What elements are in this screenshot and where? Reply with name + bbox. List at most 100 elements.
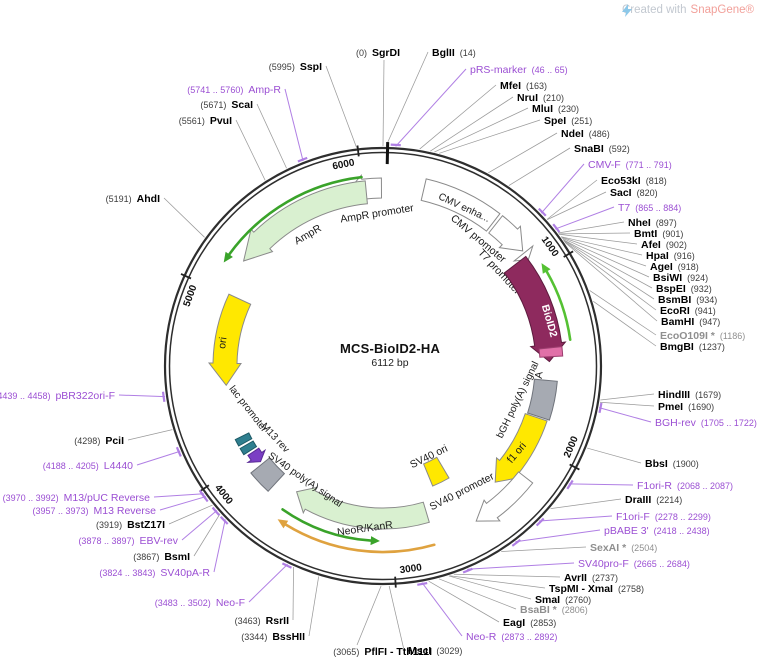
tick-label-2000: 2000 bbox=[562, 434, 581, 459]
primer-mark-15 bbox=[161, 391, 166, 402]
site-label-AhdI: (5191) AhdI bbox=[106, 193, 160, 205]
site-label-SspI: (5995) SspI bbox=[269, 61, 322, 73]
leader-Eco53kI bbox=[546, 179, 598, 220]
leader-EagI bbox=[428, 580, 500, 623]
leader-MfeI bbox=[419, 84, 497, 150]
site-label-MluI: MluI (230) bbox=[532, 103, 579, 115]
site-label-BbsI: BbsI (1900) bbox=[645, 458, 699, 470]
feature-cmv-promoter bbox=[488, 214, 524, 252]
leader-BGH-rev bbox=[598, 407, 652, 423]
site-label-Neo-F: (3483 .. 3502) Neo-F bbox=[155, 597, 245, 609]
site-label-AgeI: AgeI (918) bbox=[650, 261, 699, 273]
site-label-BsmBI: BsmBI (934) bbox=[658, 294, 717, 306]
feature-neor-kanr bbox=[295, 486, 430, 530]
site-label-Eco53kI: Eco53kI (818) bbox=[601, 175, 667, 187]
orf-neo-orange-head bbox=[277, 519, 289, 529]
site-label-SV40pA-R: (3824 .. 3843) SV40pA-R bbox=[99, 567, 210, 579]
primer-mark-1 bbox=[538, 207, 547, 217]
leader-ScaI bbox=[256, 103, 287, 169]
leader-CMV-F bbox=[540, 163, 585, 214]
leader-BmtI bbox=[558, 232, 631, 235]
feature-bgh-polya bbox=[526, 378, 558, 421]
site-label-BglII: BglII (14) bbox=[432, 47, 476, 59]
leader-NdeI bbox=[488, 132, 558, 174]
site-label-BmgBI: BmgBI (1237) bbox=[660, 341, 725, 353]
leader-BsmBI bbox=[563, 239, 655, 300]
site-label-PmeI: PmeI (1690) bbox=[658, 401, 714, 413]
leader-TspMI-XmaI bbox=[449, 575, 546, 589]
leader-HindIII bbox=[600, 393, 655, 401]
site-label-NruI: NruI (210) bbox=[517, 92, 564, 104]
primer-mark-9 bbox=[281, 562, 292, 569]
primer-mark-2 bbox=[552, 223, 561, 233]
site-label-pBR322ori-F: (4439 .. 4458) pBR322ori-F bbox=[0, 390, 115, 402]
tick-2000 bbox=[569, 463, 580, 471]
site-label-M13-pUC-Reverse: (3970 .. 3992) M13/pUC Reverse bbox=[3, 492, 151, 504]
leader-SexAI- bbox=[501, 546, 587, 552]
watermark-text: Created with bbox=[621, 4, 687, 16]
orf-ampr-head bbox=[223, 251, 233, 263]
feature-bioid2 bbox=[503, 255, 567, 363]
leader-AgeI bbox=[561, 236, 647, 267]
site-label-F1ori-R: F1ori-R (2068 .. 2087) bbox=[637, 480, 733, 492]
leader-BssHII bbox=[308, 576, 320, 637]
leader-PciI bbox=[127, 429, 173, 441]
leader-BspEI bbox=[562, 239, 653, 289]
leader-pRS-marker bbox=[395, 68, 467, 147]
site-label-AvrII: AvrII (2737) bbox=[564, 572, 618, 584]
primer-mark-6 bbox=[511, 538, 521, 547]
orf-neo-green-head bbox=[370, 536, 380, 546]
leader-DraIII bbox=[550, 498, 622, 509]
leader-BglII bbox=[385, 51, 429, 147]
leader-AhdI bbox=[163, 197, 205, 238]
site-label-BstZ17I: (3919) BstZ17I bbox=[96, 519, 165, 531]
site-label-HindIII: HindIII (1679) bbox=[658, 389, 721, 401]
tick-label-4000: 4000 bbox=[212, 483, 235, 508]
plasmid-name: MCS-BioID2-HA bbox=[339, 341, 441, 356]
site-label-L4440: (4188 .. 4205) L4440 bbox=[43, 460, 133, 472]
leader-Neo-F bbox=[248, 563, 288, 603]
site-label-MfeI: MfeI (163) bbox=[500, 80, 547, 92]
orf-ampr bbox=[228, 175, 363, 256]
leader-PmeI bbox=[599, 401, 655, 407]
tick-6000 bbox=[356, 145, 360, 157]
site-label-RsrII: (3463) RsrII bbox=[235, 615, 289, 627]
site-label-M13-Reverse: (3957 .. 3973) M13 Reverse bbox=[33, 505, 157, 517]
leader-L4440 bbox=[136, 450, 181, 466]
tick-label-3000: 3000 bbox=[399, 562, 423, 576]
primer-mark-0 bbox=[390, 143, 401, 147]
leader-EBV-rev bbox=[181, 509, 218, 541]
leader-BamHI bbox=[564, 242, 658, 322]
plasmid-title: MCS-BioID2-HA 6112 bp bbox=[310, 341, 470, 369]
feature-lac-promoter-a bbox=[239, 440, 258, 456]
leader-M13-pUC-Reverse bbox=[153, 493, 204, 498]
site-label-HpaI: HpaI (916) bbox=[646, 250, 695, 262]
feature-label-ori: ori bbox=[216, 336, 230, 349]
snapgene-bolt-icon bbox=[621, 4, 632, 17]
leader-BsiWI bbox=[561, 237, 650, 278]
site-label-BsmI: (3867) BsmI bbox=[133, 551, 190, 563]
site-label-PvuI: (5561) PvuI bbox=[179, 115, 232, 127]
primer-mark-3 bbox=[598, 402, 603, 414]
leader-NruI bbox=[430, 96, 514, 152]
site-label-ScaI: (5671) ScaI bbox=[200, 99, 253, 111]
feature-ha-tag bbox=[538, 346, 564, 358]
feature-lac-promoter-b bbox=[234, 432, 253, 447]
leader-BsmI bbox=[193, 513, 221, 557]
leader-M13-Reverse bbox=[159, 496, 207, 511]
site-label-BmtI: BmtI (901) bbox=[634, 228, 683, 240]
site-label-PflFI-Tth111I: (3065) PflFI - Tth111I bbox=[333, 646, 432, 658]
leader-RsrII bbox=[292, 566, 294, 621]
feature-sv40-polya bbox=[250, 457, 286, 493]
site-label-BspEI: BspEI (932) bbox=[656, 283, 712, 295]
leader-PflFI-Tth111I bbox=[356, 585, 382, 646]
site-label-SnaBI: SnaBI (592) bbox=[574, 143, 630, 155]
site-label-Amp-R: (5741 .. 5760) Amp-R bbox=[187, 84, 281, 96]
tick-label-6000: 6000 bbox=[332, 157, 356, 172]
leader-EcoRI bbox=[563, 240, 657, 311]
site-label-BamHI: BamHI (947) bbox=[661, 316, 720, 328]
site-label-EagI: EagI (2853) bbox=[503, 617, 556, 629]
site-label-CMV-F: CMV-F (771 .. 791) bbox=[588, 159, 672, 171]
feature-m13-rev bbox=[246, 447, 267, 463]
